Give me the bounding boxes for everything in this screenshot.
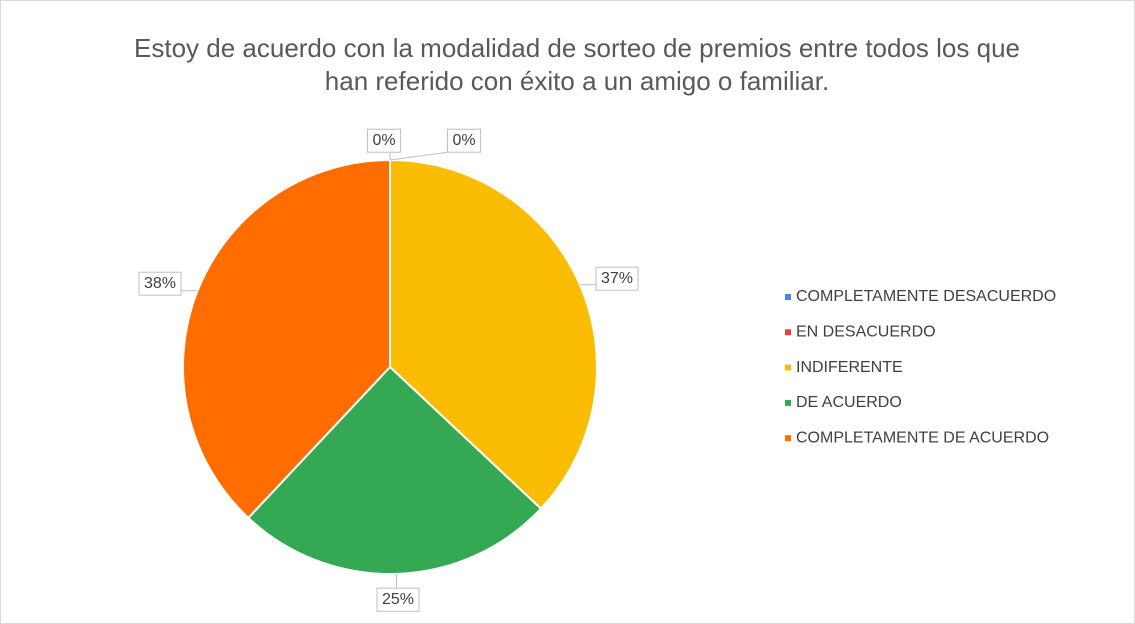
data-label: 0% <box>452 132 475 149</box>
legend-swatch <box>785 435 791 442</box>
legend-label: COMPLETAMENTE DE ACUERDO <box>796 429 1049 446</box>
data-label-box <box>595 266 639 291</box>
data-label: 37% <box>601 270 633 287</box>
data-label: 0% <box>372 132 395 149</box>
data-label-box <box>366 128 402 153</box>
pie-slice <box>182 158 391 520</box>
legend-swatch <box>785 294 791 300</box>
pie-slice <box>389 158 598 511</box>
leader-line <box>389 151 448 161</box>
chart-title: Estoy de acuerdo con la modalidad de sor… <box>134 33 1020 96</box>
data-label: 38% <box>144 275 176 292</box>
legend-swatch <box>785 399 791 406</box>
legend-swatch <box>785 364 791 371</box>
data-label-box <box>138 271 182 296</box>
legend-label: COMPLETAMENTE DESACUERDO <box>796 288 1056 305</box>
data-label-box <box>446 128 482 153</box>
legend-swatch <box>785 329 791 336</box>
data-label: 25% <box>382 591 414 608</box>
legend-label: DE ACUERDO <box>796 394 902 411</box>
legend-label: INDIFERENTE <box>796 359 903 376</box>
legend-label: EN DESACUERDO <box>796 324 936 341</box>
pie-slice <box>246 365 543 575</box>
data-label-box <box>376 587 420 612</box>
